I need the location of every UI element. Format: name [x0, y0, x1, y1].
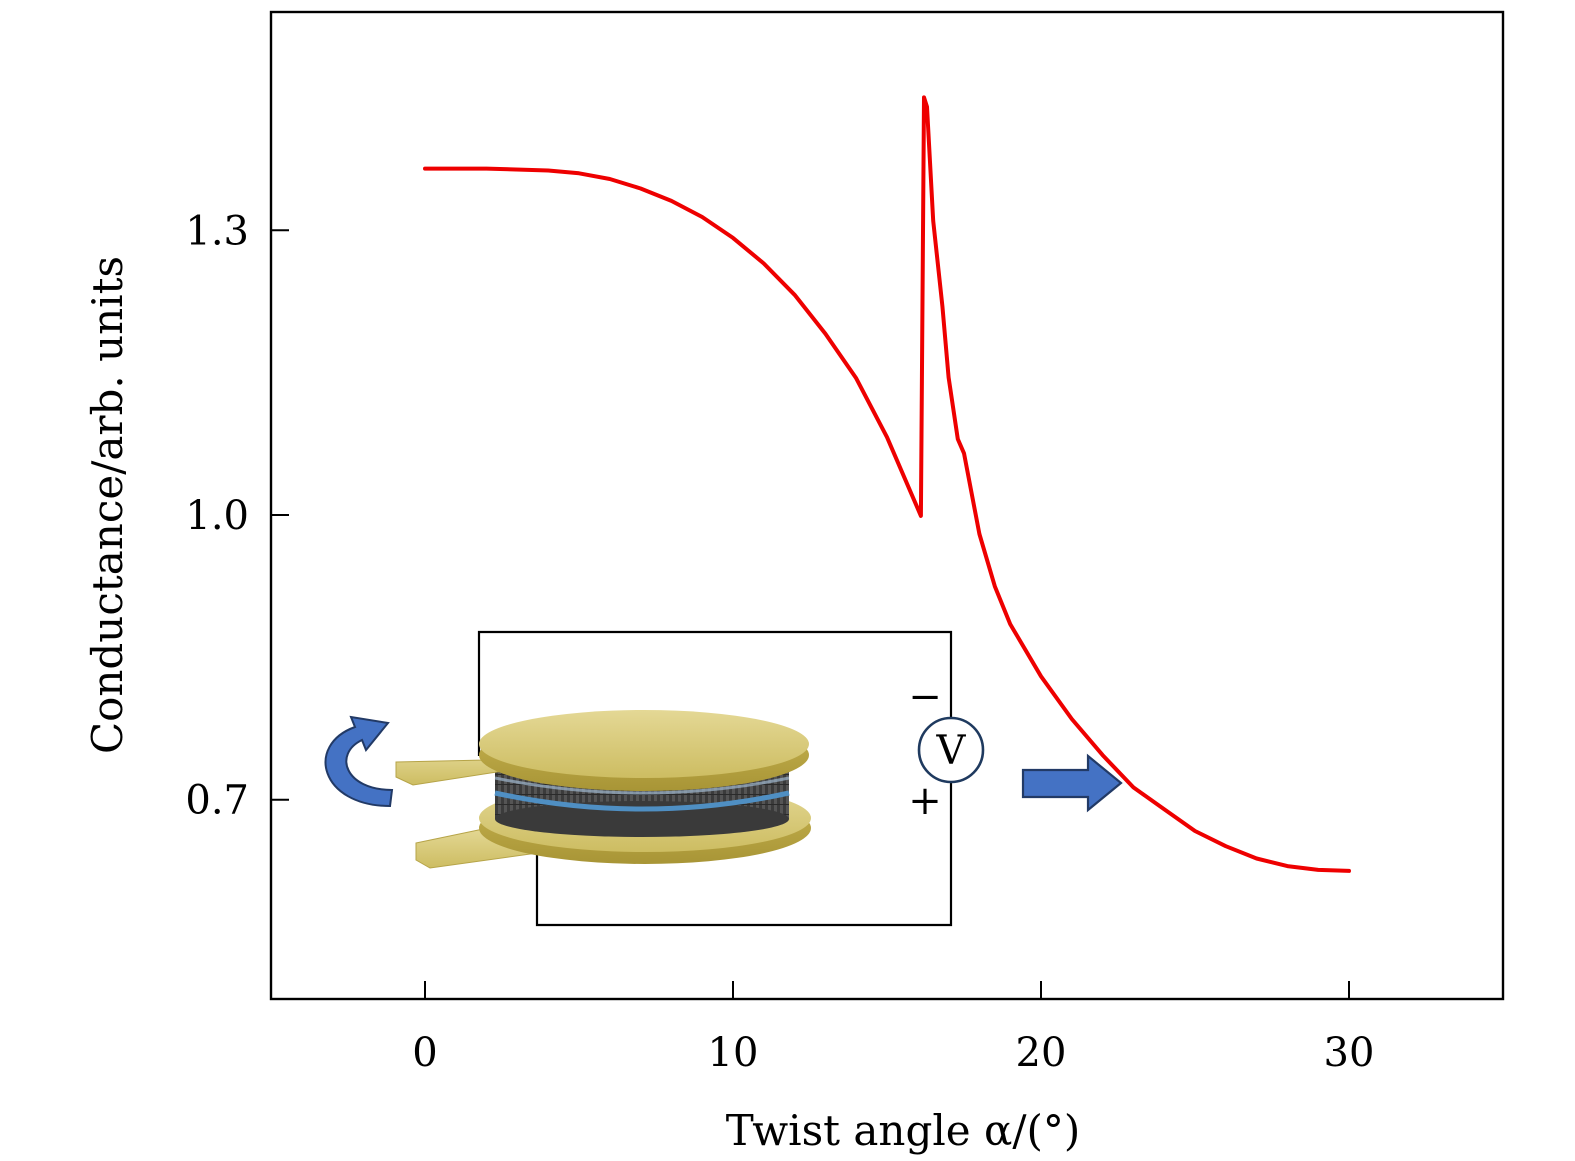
x-axis: 0 10 20 30 — [412, 981, 1374, 1076]
middle-layer-glow — [494, 776, 790, 795]
plot-frame — [269, 10, 1505, 1001]
y-axis-title: Conductance/arb. units — [83, 256, 132, 754]
plus-terminal-label: + — [908, 778, 942, 824]
rotation-arrow-icon — [324, 715, 394, 808]
circuit-wire — [535, 781, 953, 927]
layer-stack-bottom — [495, 801, 789, 837]
voltmeter-icon — [917, 716, 985, 784]
voltmeter-label: V — [936, 728, 967, 774]
top-electrode-disc — [479, 710, 809, 778]
y-tick-label: 0.7 — [185, 778, 249, 824]
y-tick-label: 1.0 — [185, 493, 249, 539]
circuit-wire — [477, 630, 953, 756]
y-tick-label: 1.3 — [185, 208, 249, 254]
x-tick-label: 10 — [708, 1030, 759, 1076]
x-axis-title: Twist angle α/(°) — [726, 1106, 1081, 1155]
middle-layer — [494, 790, 790, 812]
series-line — [423, 95, 1351, 873]
x-tick-label: 20 — [1016, 1030, 1067, 1076]
minus-terminal-label: − — [908, 674, 942, 720]
series-layer — [423, 95, 1351, 873]
x-tick-label: 30 — [1324, 1030, 1375, 1076]
x-tick-label: 0 — [412, 1030, 437, 1076]
device-inset: V − + — [324, 630, 1123, 927]
right-arrow-icon — [1021, 753, 1123, 813]
y-axis: 0.7 1.0 1.3 — [185, 208, 289, 824]
